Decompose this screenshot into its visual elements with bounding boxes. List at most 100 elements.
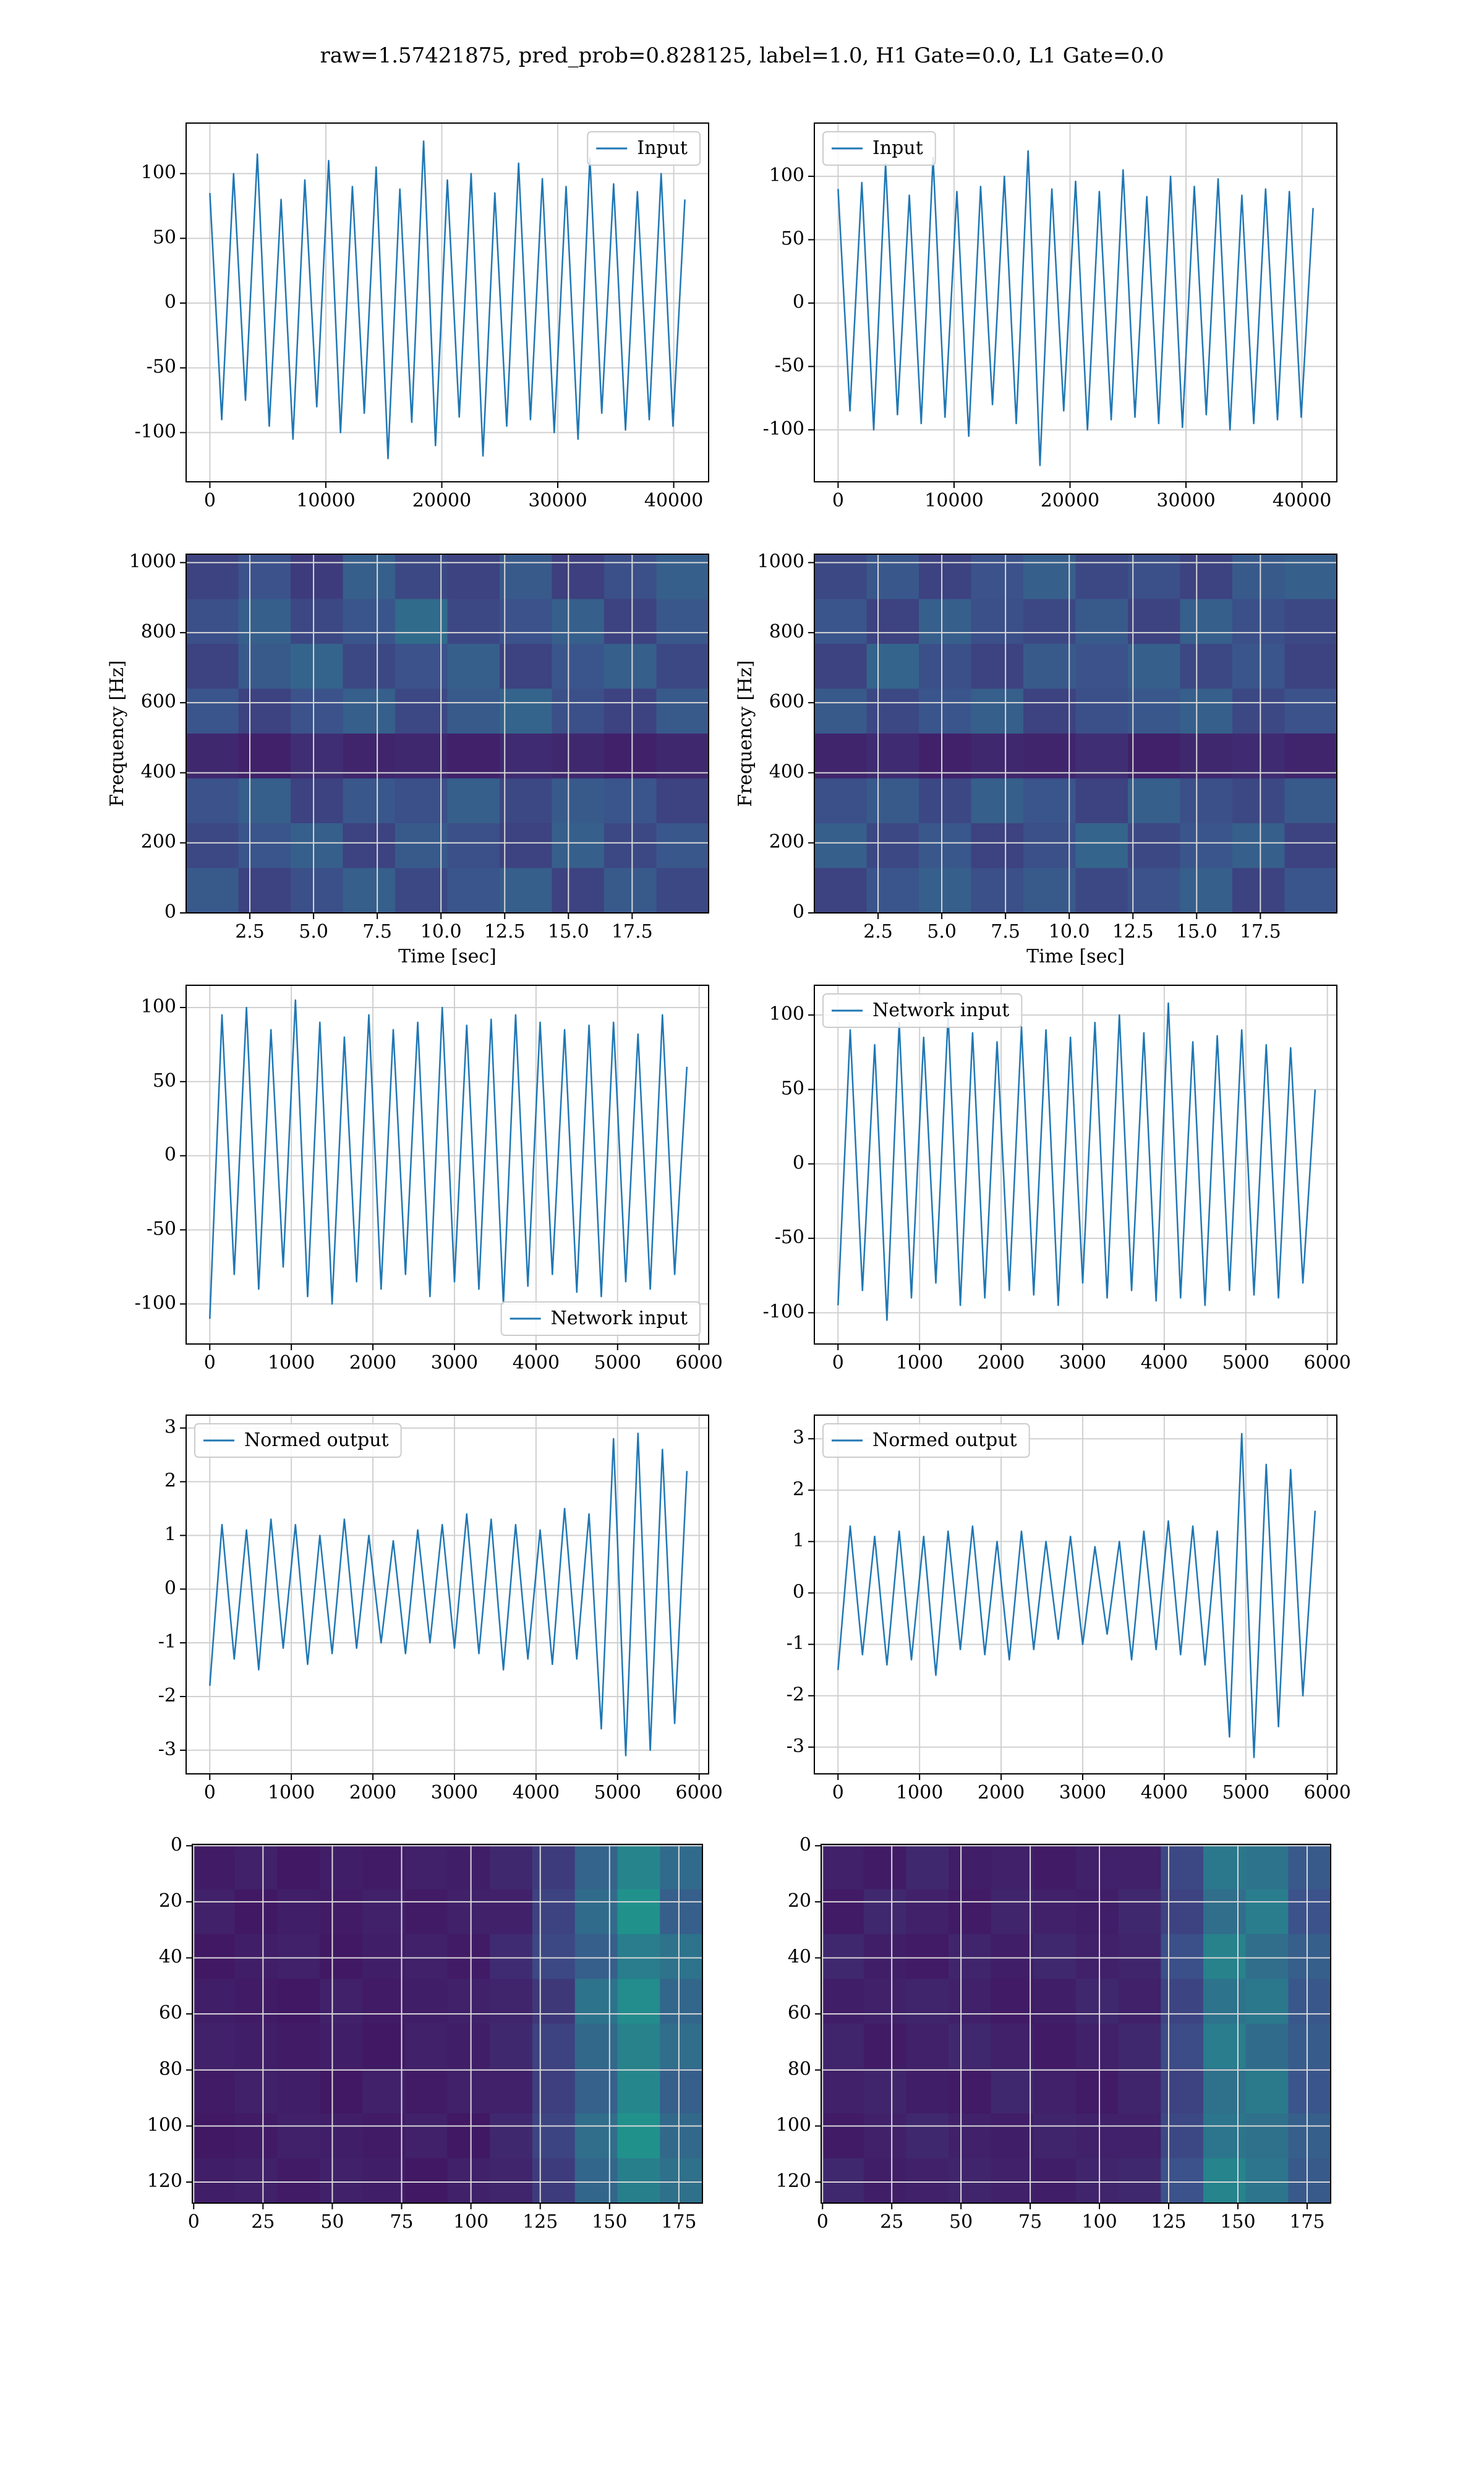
x-tick-label: 5000 [1222,1782,1269,1804]
heatmap-cell [1128,688,1181,734]
heatmap-cell [447,2024,490,2070]
y-tick-label: 600 [769,691,804,713]
heatmap-cell [1128,599,1181,644]
heatmap-cell [1203,1979,1247,2024]
y-tick-label: 50 [153,1070,176,1092]
heatmap-cell [186,823,239,869]
heatmap-cell [395,554,448,600]
heatmap-cell [490,2068,533,2114]
x-tick-label: 4000 [513,1782,560,1804]
x-tick-label: 1000 [268,1782,315,1804]
heatmap-cell [1128,868,1181,914]
heatmap-cell [660,2068,703,2114]
heatmap-cell [574,1934,618,1980]
y-tick-label: -1 [787,1633,804,1654]
y-tick-label: 800 [769,621,804,643]
heatmap-cell [532,1934,576,1980]
legend: Normed output [822,1423,1030,1458]
heatmap-cell [192,1889,236,1935]
heatmap-cell [447,2158,490,2204]
heatmap-cell [1284,868,1337,914]
y-tick-label: -100 [135,1292,176,1314]
x-tick-label: 0 [832,1782,844,1804]
heatmap-cell [404,2024,448,2070]
heatmap-cell [1076,2113,1119,2159]
x-axis-label: Time [sec] [1026,946,1125,967]
heatmap-cell [919,778,972,824]
heatmap-cell [821,1889,864,1935]
x-tick-label: 17.5 [1240,921,1281,943]
heatmap-cell [234,2068,278,2114]
axes-frame [192,1844,703,2204]
heatmap-cell [343,644,396,690]
y-tick-label: -50 [775,354,804,376]
heatmap-cell [277,1979,320,2024]
heatmap-cell [192,1844,236,1890]
legend: Network input [822,993,1023,1028]
x-tick-label: 3000 [431,1782,478,1804]
heatmap-cell [814,734,868,779]
x-tick-label: 125 [522,2211,558,2233]
heatmap-cell [919,823,972,869]
heatmap-cell [949,2068,992,2114]
heatmap-cell [447,1934,490,1980]
heatmap-cell [574,2113,618,2159]
heatmap-cell [1023,868,1077,914]
x-tick-label: 25 [880,2211,903,2233]
heatmap-cell [1033,2158,1077,2204]
heatmap-cell [919,554,972,600]
heatmap-cell [1203,2158,1247,2204]
heatmap-cell [1161,1934,1204,1980]
heatmap-cell [1128,554,1181,600]
heatmap-cell [234,1889,278,1935]
heatmap-cell [949,2158,992,2204]
heatmap-cell [617,1889,660,1935]
legend-label: Normed output [872,1429,1017,1451]
heatmap-cell [617,2113,660,2159]
heatmap-cell [1023,778,1077,824]
heatmap-cell [238,554,291,600]
heatmap-cell [866,734,919,779]
heatmap-cell [971,868,1024,914]
heatmap-cell [1180,599,1233,644]
heatmap-cell [320,1889,363,1935]
heatmap-cell [500,554,553,600]
heatmap-cell [971,599,1024,644]
heatmap-cell [991,2024,1034,2070]
y-tick-label: 120 [776,2170,811,2192]
heatmap-cell [1118,2024,1161,2070]
heatmap-cell [320,1979,363,2024]
heatmap-cell [906,2024,949,2070]
heatmap-cell [1180,644,1233,690]
x-tick-label: 10000 [296,490,355,511]
heatmap-cell [949,2024,992,2070]
y-tick-label: 1 [164,1523,176,1545]
axes-frame [814,1415,1337,1774]
heatmap-cell [919,688,972,734]
signal-line [209,1432,688,1757]
heatmap-cell [660,1934,703,1980]
legend-box [500,1301,701,1336]
y-tick-label: 800 [141,621,176,643]
heatmap-cell [1075,688,1128,734]
heatmap-cell [490,2024,533,2070]
heatmap-cell [1128,823,1181,869]
x-tick-label: 2000 [349,1352,396,1374]
axes: 0 1000 2000 3000 4000 5000 6000 -100 -50 0 50 100 Ne… [763,985,1351,1374]
legend-box [194,1423,402,1458]
heatmap-cell [532,2024,576,2070]
heatmap-cell [991,1889,1034,1935]
x-tick-label: 0 [832,1352,844,1374]
y-axis-label: Frequency [Hz] [106,660,128,807]
heatmap-cell [866,823,919,869]
signal-line [837,1002,1316,1321]
heatmap-cell [500,734,553,779]
heatmap-cell [234,1979,278,2024]
heatmap-cell [1023,823,1077,869]
heatmap-cell [447,823,500,869]
y-tick-label: -100 [135,421,176,442]
heatmap-cell [1284,823,1337,869]
heatmap-cell [500,599,553,644]
x-tick-label: 3000 [1059,1782,1106,1804]
heatmap-cell [1180,688,1233,734]
